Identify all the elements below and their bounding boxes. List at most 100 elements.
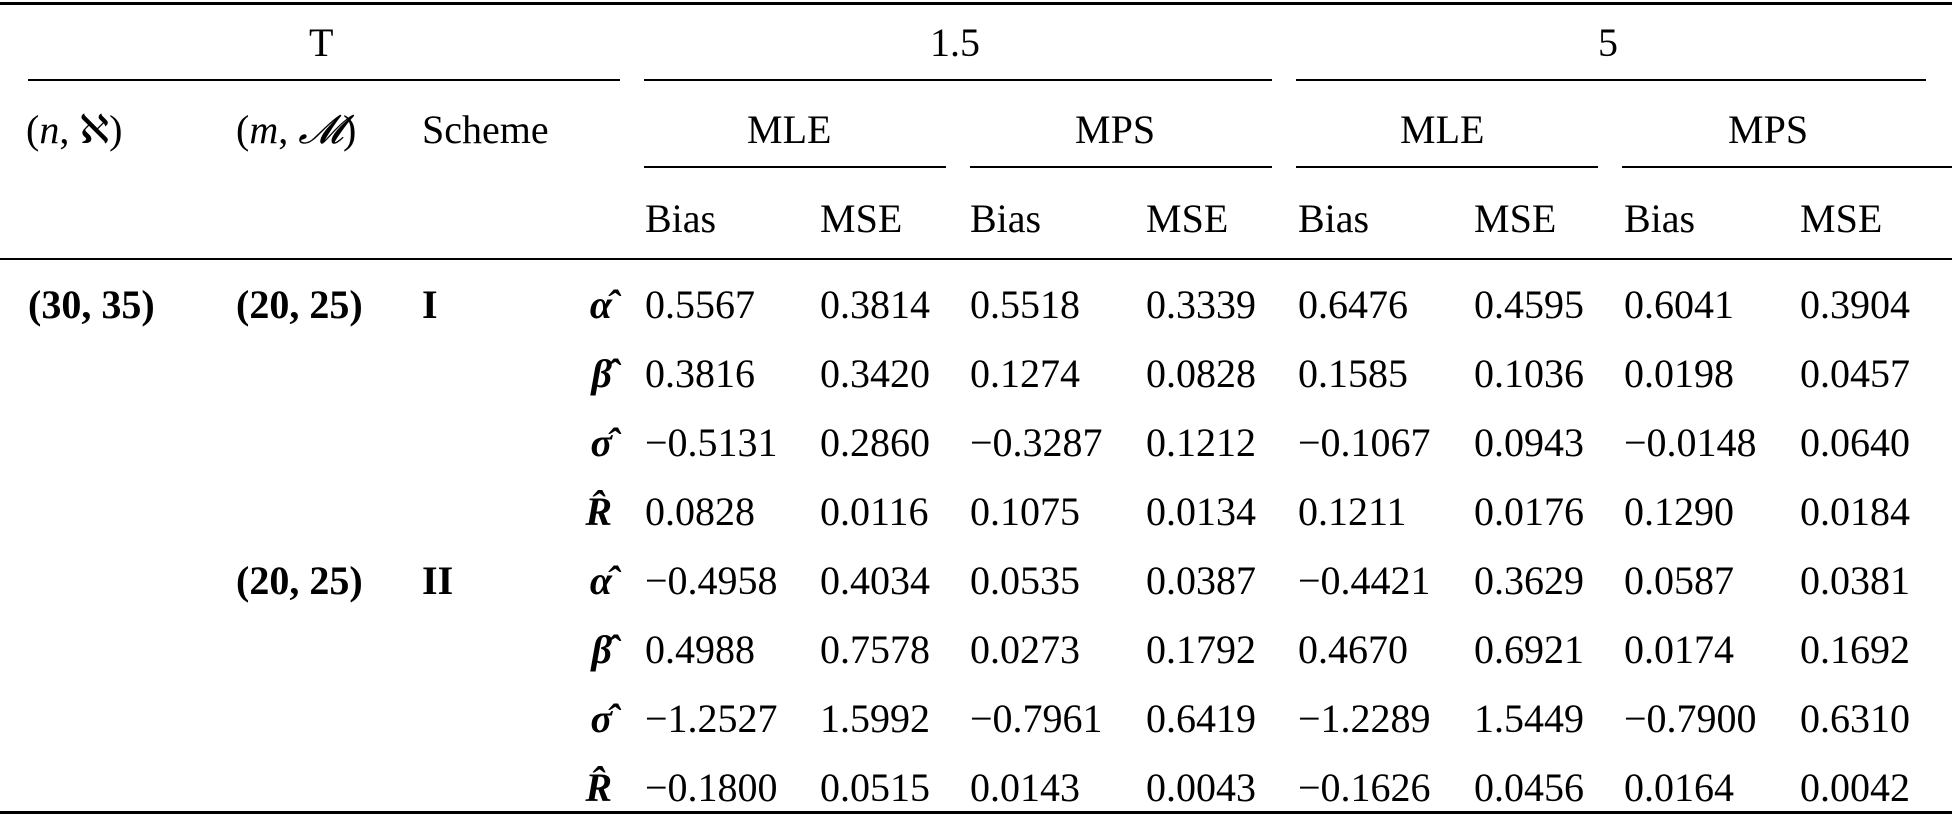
rule-mle-1 — [644, 166, 946, 168]
cell-value: −0.4958 — [645, 558, 778, 603]
cell-value: 0.1692 — [1800, 627, 1910, 672]
cell-value: 0.0535 — [970, 558, 1080, 603]
cell-value: 0.0640 — [1800, 420, 1910, 465]
group-scheme: II — [422, 558, 454, 603]
group-n-aleph: (30, 35) — [28, 282, 155, 327]
scheme-label: Scheme — [422, 107, 549, 152]
param-symbol: σ̂ — [590, 696, 612, 741]
rule-t-5 — [1296, 79, 1926, 81]
cell-value: 0.0143 — [970, 765, 1080, 810]
cell-value: −0.7961 — [970, 696, 1103, 741]
cell-value: 0.7578 — [820, 627, 930, 672]
cell-value: 0.6419 — [1146, 696, 1256, 741]
cell-value: 0.3339 — [1146, 282, 1256, 327]
metric-header-mse: MSE — [820, 196, 903, 241]
cell-value: 0.4595 — [1474, 282, 1584, 327]
cell-value: 0.3814 — [820, 282, 930, 327]
m-close-paren: ) — [343, 107, 357, 152]
param-symbol: β̂ — [591, 627, 613, 672]
n-close-paren: ) — [109, 107, 123, 152]
cell-value: 0.0456 — [1474, 765, 1584, 810]
rule-t-label — [28, 79, 620, 81]
cell-value: 0.1212 — [1146, 420, 1256, 465]
metric-header-mse: MSE — [1146, 196, 1229, 241]
cell-value: 0.4988 — [645, 627, 755, 672]
method-mps-2: MPS — [1728, 107, 1809, 152]
group-scheme: I — [422, 282, 438, 327]
cell-value: 0.0587 — [1624, 558, 1734, 603]
top-rule — [0, 2, 1952, 5]
cell-value: 0.3904 — [1800, 282, 1910, 327]
m-separator: , — [278, 107, 299, 152]
cell-value: −1.2289 — [1298, 696, 1431, 741]
metric-header-mse: MSE — [1474, 196, 1557, 241]
cell-value: 0.4034 — [820, 558, 930, 603]
m-open-paren: ( — [236, 107, 250, 152]
cell-value: −0.5131 — [645, 420, 778, 465]
n-separator: , — [59, 107, 80, 152]
cell-value: 0.3629 — [1474, 558, 1584, 603]
metric-header-bias: Bias — [1624, 196, 1696, 241]
group-m-M: (20, 25) — [236, 558, 363, 603]
cell-value: 0.0387 — [1146, 558, 1256, 603]
header-bottom-rule — [0, 258, 1952, 260]
cell-value: 0.6041 — [1624, 282, 1734, 327]
aleph-symbol: ℵ — [79, 107, 110, 152]
cell-value: 0.0176 — [1474, 489, 1584, 534]
cell-value: 0.0198 — [1624, 351, 1734, 396]
n-symbol: n — [39, 107, 60, 152]
cell-value: −0.1067 — [1298, 420, 1431, 465]
cell-value: −1.2527 — [645, 696, 778, 741]
cell-value: 0.0134 — [1146, 489, 1256, 534]
cell-value: 0.1211 — [1298, 489, 1407, 534]
rule-t-1-5 — [644, 79, 1272, 81]
cell-value: 1.5992 — [820, 696, 930, 741]
cell-value: 0.3816 — [645, 351, 755, 396]
cell-value: 0.0273 — [970, 627, 1080, 672]
cell-value: 0.3420 — [820, 351, 930, 396]
cell-value: 0.0943 — [1474, 420, 1584, 465]
param-symbol: R̂ — [585, 765, 612, 810]
n-open-paren: ( — [26, 107, 40, 152]
cell-value: 0.4670 — [1298, 627, 1408, 672]
cell-value: 0.0828 — [1146, 351, 1256, 396]
cell-value: −0.0148 — [1624, 420, 1757, 465]
cell-value: 0.6310 — [1800, 696, 1910, 741]
metric-header-bias: Bias — [1298, 196, 1370, 241]
metric-header-bias: Bias — [970, 196, 1042, 241]
param-symbol: α̂ — [589, 558, 612, 603]
t-value-5: 5 — [1598, 20, 1618, 65]
method-mle-1: MLE — [747, 107, 832, 152]
metric-header-bias: Bias — [645, 196, 717, 241]
n-aleph-label: (n, ℵ) — [26, 106, 122, 154]
cell-value: 0.1036 — [1474, 351, 1584, 396]
cell-value: −0.3287 — [970, 420, 1103, 465]
cell-value: −0.7900 — [1624, 696, 1757, 741]
cell-value: 0.6476 — [1298, 282, 1408, 327]
cell-value: 0.0043 — [1146, 765, 1256, 810]
rule-mle-2 — [1296, 166, 1598, 168]
t-label: T — [309, 20, 334, 65]
cell-value: 0.0042 — [1800, 765, 1910, 810]
cell-value: 0.0184 — [1800, 489, 1910, 534]
param-symbol: β̂ — [591, 351, 613, 396]
t-value-1-5: 1.5 — [930, 20, 980, 65]
cell-value: −0.1626 — [1298, 765, 1431, 810]
cell-value: 0.1274 — [970, 351, 1080, 396]
cell-value: 0.0174 — [1624, 627, 1734, 672]
bottom-rule — [0, 811, 1952, 814]
cell-value: 0.1290 — [1624, 489, 1734, 534]
cell-value: −0.1800 — [645, 765, 778, 810]
cell-value: 0.2860 — [820, 420, 930, 465]
m-symbol: m — [249, 107, 279, 152]
cell-value: 0.0457 — [1800, 351, 1910, 396]
param-symbol: α̂ — [589, 282, 612, 327]
cell-value: 1.5449 — [1474, 696, 1584, 741]
m-M-label: (m, 𝓜) — [236, 106, 356, 154]
M-symbol: 𝓜 — [298, 107, 344, 152]
cell-value: 0.1075 — [970, 489, 1080, 534]
cell-value: 0.6921 — [1474, 627, 1584, 672]
param-symbol: σ̂ — [590, 420, 612, 465]
method-mle-2: MLE — [1400, 107, 1485, 152]
cell-value: 0.5567 — [645, 282, 755, 327]
